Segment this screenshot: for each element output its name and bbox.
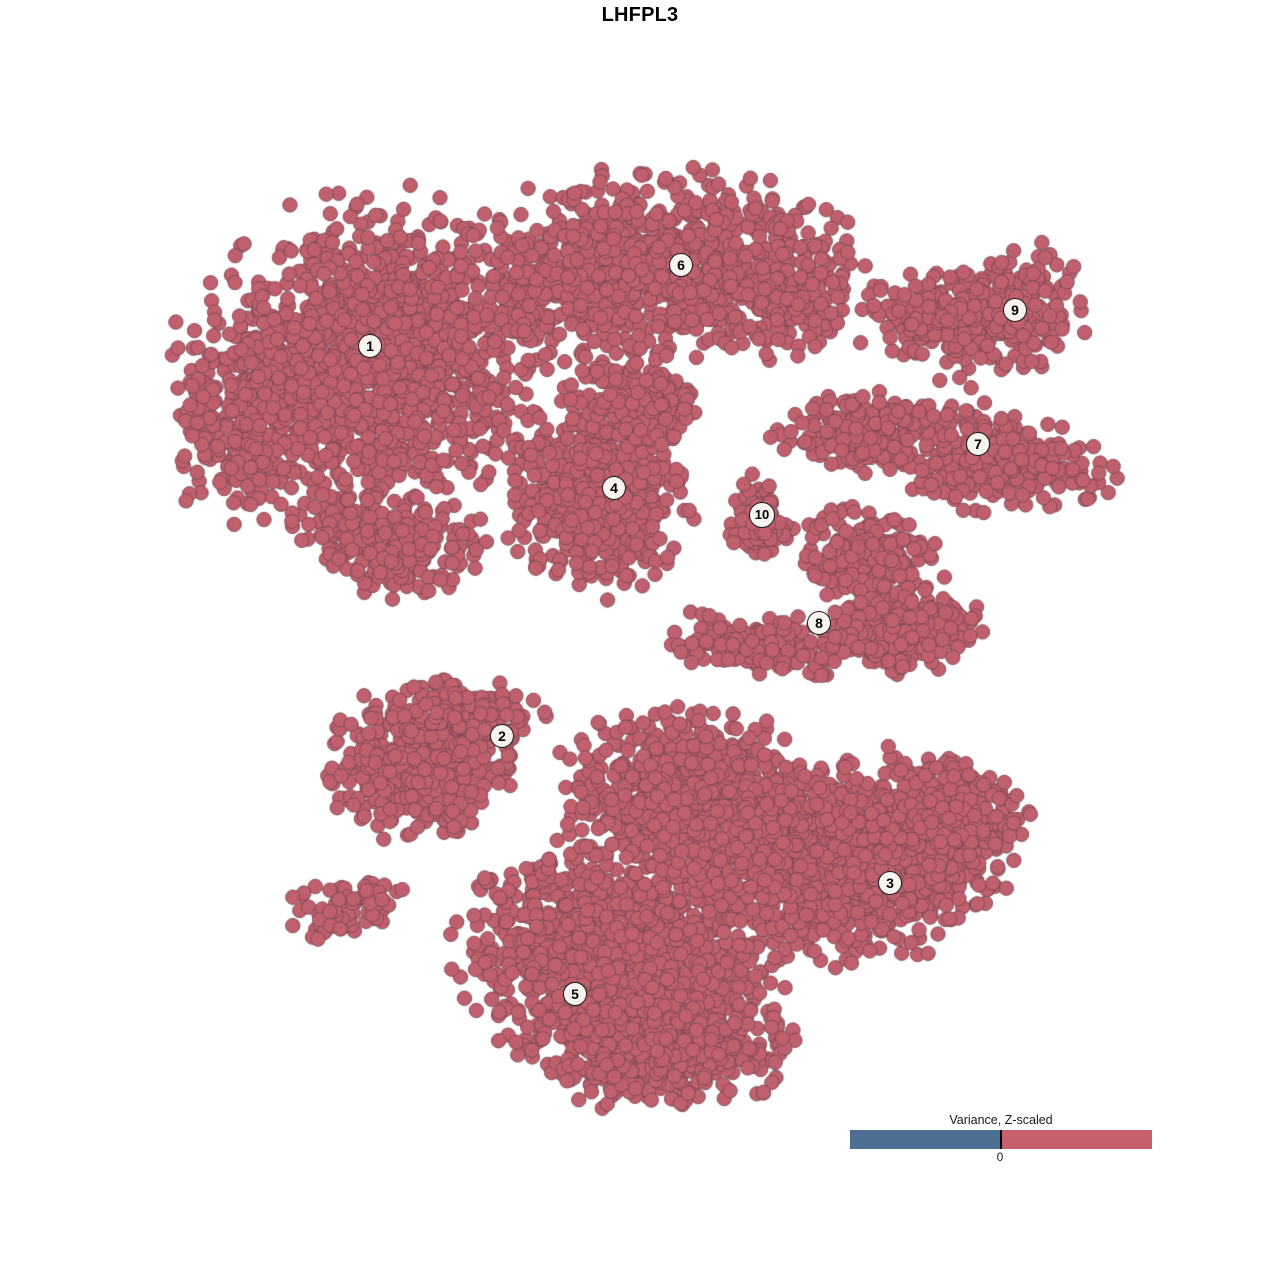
colorbar-zero-tick-icon (1000, 1130, 1002, 1149)
cluster-label-8[interactable]: 8 (807, 611, 831, 635)
cluster-label-1[interactable]: 1 (358, 334, 382, 358)
colorbar-tick-label-0: 0 (996, 1150, 1004, 1164)
cluster-label-4[interactable]: 4 (602, 476, 626, 500)
colorbar-strip[interactable]: 0 (850, 1130, 1152, 1164)
cluster-label-10[interactable]: 10 (749, 502, 775, 528)
cluster-label-9[interactable]: 9 (1003, 298, 1027, 322)
colorbar-legend: Variance, Z-scaled 0 (850, 1112, 1152, 1164)
colorbar-negative-segment (850, 1130, 1000, 1149)
cluster-label-5[interactable]: 5 (563, 982, 587, 1006)
cluster-label-2[interactable]: 2 (490, 724, 514, 748)
cluster-label-7[interactable]: 7 (966, 432, 990, 456)
cluster-label-3[interactable]: 3 (878, 871, 902, 895)
colorbar-positive-segment (1000, 1130, 1152, 1149)
cluster-label-6[interactable]: 6 (669, 253, 693, 277)
colorbar-title: Variance, Z-scaled (949, 1113, 1053, 1127)
